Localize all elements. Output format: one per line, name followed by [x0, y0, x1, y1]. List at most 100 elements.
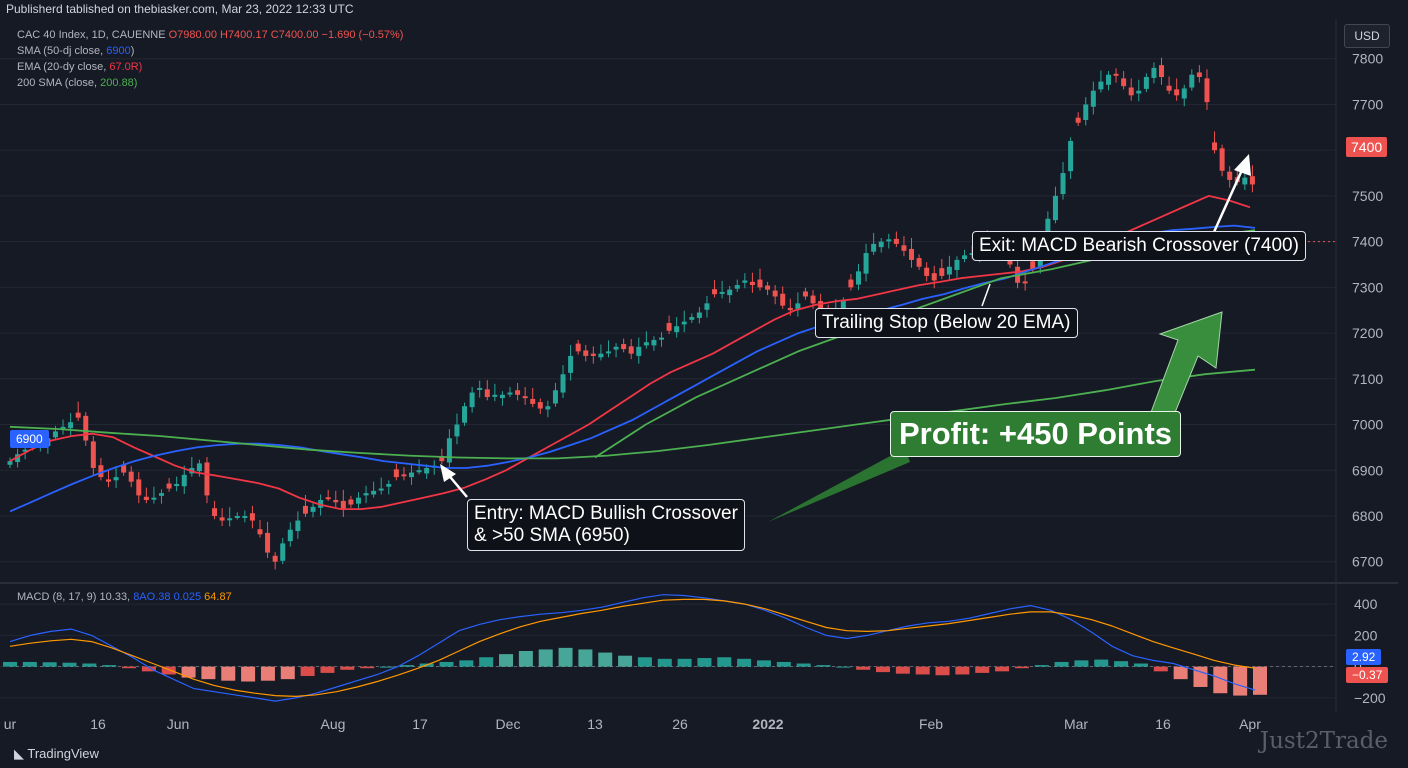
candle-up [651, 339, 657, 346]
candle-up [1068, 141, 1074, 172]
candle-down [931, 273, 937, 281]
candle-up [159, 493, 165, 496]
time-tick-label: 13 [587, 716, 603, 732]
profit-arrow-head [1149, 311, 1223, 421]
histogram-bar [22, 661, 37, 667]
macd-pane [3, 594, 1336, 702]
tradingview-icon: ◣ [14, 746, 24, 761]
candle-down [590, 353, 596, 356]
candle-up [1242, 177, 1248, 185]
histogram-bar [499, 654, 514, 667]
candle-up [242, 515, 248, 518]
candle-down [621, 344, 627, 350]
candle-up [355, 497, 361, 504]
candle-up [310, 506, 316, 512]
histogram-bar [697, 658, 712, 667]
candle-up [22, 449, 28, 452]
candle-down [98, 465, 104, 478]
candle-up [613, 346, 619, 350]
legend-macd-v3: 0.025 [173, 591, 202, 603]
histogram-bar [717, 657, 732, 667]
candle-up [416, 470, 422, 473]
legend-macd-label: MACD (8, 17, 9) [17, 591, 97, 603]
candle-down [136, 479, 142, 496]
candle-down [257, 529, 263, 535]
histogram-bar [221, 666, 236, 681]
histogram-bar [876, 666, 891, 673]
candle-down [575, 343, 581, 352]
candle-down [712, 289, 718, 295]
candle-up [462, 406, 468, 423]
candle-down [522, 396, 528, 399]
legend-macd: MACD (8, 17, 9) 10.33, 8AO.38 0.025 64.8… [17, 591, 232, 603]
candle-down [628, 346, 634, 354]
histogram-bar [538, 649, 553, 667]
candle-down [302, 505, 308, 514]
candle-down [1212, 142, 1218, 151]
time-tick-label: Jun [167, 716, 190, 732]
candle-down [1204, 78, 1210, 103]
histogram-bar [399, 665, 414, 667]
profit-annotation: Profit: +450 Points [890, 411, 1182, 457]
candle-down [249, 513, 255, 521]
candle-up [568, 355, 574, 373]
candle-down [1113, 73, 1119, 76]
time-tick-label: 26 [672, 716, 688, 732]
legend-sma200: 200 SMA (close, 200.88) [17, 77, 137, 89]
candle-down [121, 464, 127, 473]
candle-down [75, 412, 81, 418]
candle-up [371, 490, 377, 495]
price-tick-label: 7400 [1352, 234, 1383, 250]
candle-up [643, 342, 649, 346]
candle-down [901, 245, 907, 251]
legend-sma200-value: 200.88) [100, 77, 138, 89]
candle-up [855, 271, 861, 285]
candle-down [143, 496, 149, 500]
candle-up [696, 312, 702, 318]
price-tick-label: 7100 [1352, 371, 1383, 387]
candle-up [15, 454, 21, 463]
candle-up [507, 392, 513, 395]
candle-down [909, 248, 915, 260]
candle-down [924, 267, 930, 276]
currency-button[interactable]: USD [1344, 24, 1390, 48]
exit-arrow-shaft [1212, 169, 1244, 233]
trailing-stop-annotation: Trailing Stop (Below 20 EMA) [815, 308, 1078, 338]
candle-down [325, 497, 331, 500]
candle-down [848, 279, 854, 288]
histogram-bar [637, 657, 652, 667]
candle-down [1121, 78, 1127, 87]
candle-up [1090, 90, 1096, 107]
candle-up [477, 387, 483, 390]
candle-down [810, 295, 816, 304]
candle-down [439, 456, 445, 462]
histogram-bar [379, 666, 394, 668]
candle-down [105, 479, 111, 482]
tradingview-logo[interactable]: ◣ TradingView [14, 746, 99, 762]
candle-down [772, 290, 778, 297]
candle-up [1136, 90, 1142, 94]
macd-tick-label: 0 [1354, 659, 1362, 675]
candle-up [363, 493, 369, 496]
candle-up [689, 317, 695, 320]
candle-up [946, 266, 952, 275]
time-tick-label: Apr [1239, 716, 1261, 732]
candle-up [1060, 173, 1066, 195]
candle-down [212, 508, 218, 516]
time-tick-label: ur [4, 716, 17, 732]
histogram-bar [201, 666, 216, 680]
time-tick-label: 16 [1155, 716, 1171, 732]
candle-down [757, 279, 763, 288]
legend-symbol: CAC 40 Index, 1D, CAUENNE O7980.00 H7400… [17, 29, 403, 41]
candle-down [939, 268, 945, 276]
candles [7, 57, 1336, 570]
candle-down [128, 471, 134, 482]
candle-up [742, 280, 748, 283]
candle-down [1166, 85, 1172, 91]
histogram-bar [995, 666, 1010, 672]
candle-down [780, 293, 786, 306]
candle-down [802, 291, 808, 297]
candle-up [886, 239, 892, 242]
histogram-bar [618, 655, 633, 667]
legend-ema20-value: 67.0R) [109, 61, 143, 73]
